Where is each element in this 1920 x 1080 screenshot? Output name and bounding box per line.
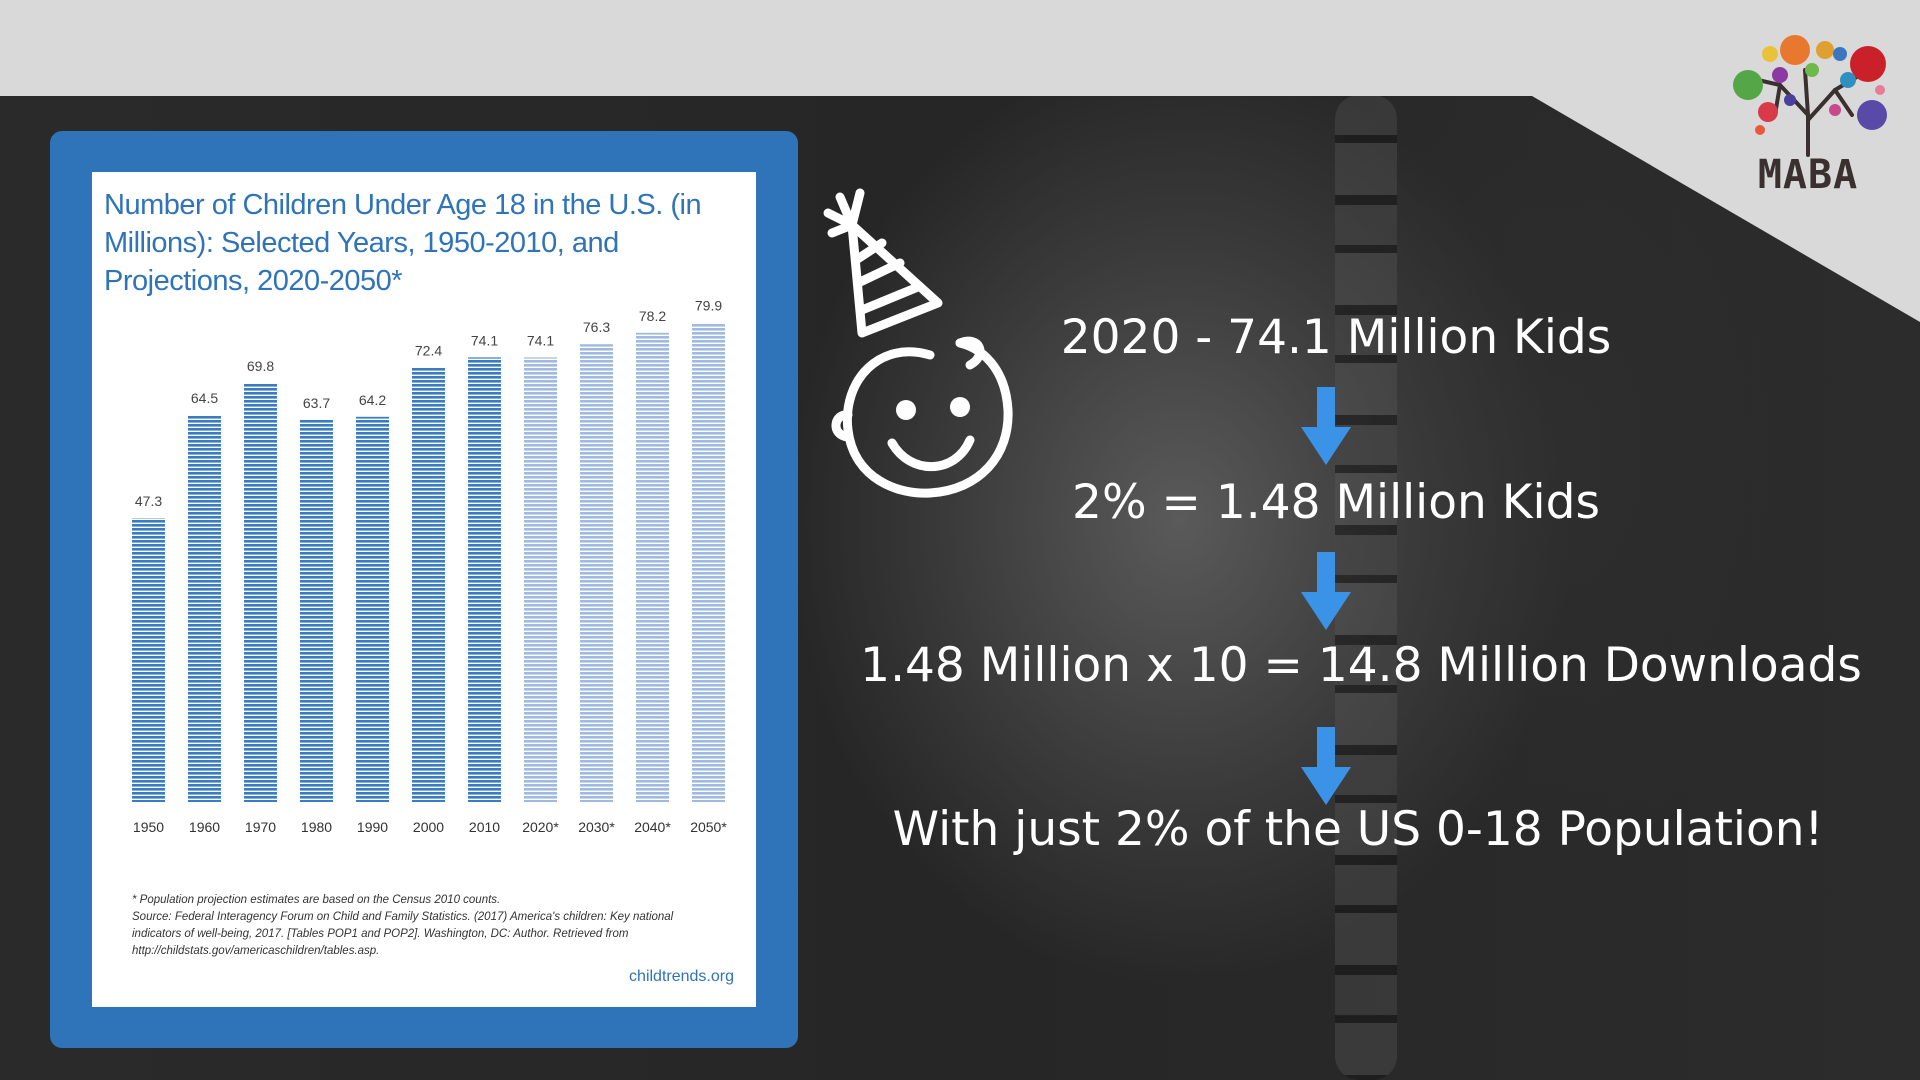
arrow-down-icon — [1301, 552, 1351, 630]
bar-1990 — [356, 416, 389, 802]
statement-two-percent: 2% = 1.48 Million Kids — [1072, 475, 1600, 530]
arrow-down-icon — [1301, 727, 1351, 805]
bar-value-label: 64.5 — [191, 390, 218, 406]
x-tick-label: 2010 — [469, 819, 500, 835]
logo-text: MABA — [1757, 152, 1859, 198]
chart-card: Number of Children Under Age 18 in the U… — [50, 131, 798, 1048]
footnote-line: indicators of well-being, 2017. [Tables … — [132, 928, 629, 940]
x-tick-label: 2030* — [578, 819, 615, 835]
bar-2040-projected — [636, 332, 669, 802]
bar-value-label: 79.9 — [695, 298, 722, 314]
bar-value-label: 76.3 — [583, 319, 610, 335]
bar-value-label: 63.7 — [303, 395, 330, 411]
maba-logo: MABA — [1720, 30, 1896, 200]
arrow-down-icon — [1301, 387, 1351, 465]
bar-value-label: 69.8 — [247, 358, 274, 374]
bar-1980 — [300, 419, 333, 802]
bar-2030-projected — [580, 344, 613, 802]
chart-panel: Number of Children Under Age 18 in the U… — [92, 172, 756, 1007]
bar-1950 — [132, 518, 165, 802]
bar-1970 — [244, 383, 277, 802]
bar-value-label: 78.2 — [639, 308, 666, 324]
bar-value-label: 64.2 — [359, 392, 386, 408]
baby-face-party-hat-icon — [823, 188, 1013, 498]
footnote-line: * Population projection estimates are ba… — [132, 894, 501, 906]
footnote-line: Source: Federal Interagency Forum on Chi… — [132, 911, 674, 923]
bar-value-label: 74.1 — [471, 332, 498, 348]
x-tick-label: 2000 — [413, 819, 444, 835]
x-tick-label: 1990 — [357, 819, 388, 835]
bar-value-label: 72.4 — [415, 343, 442, 359]
footnote-line: http://childstats.gov/americaschildren/t… — [132, 945, 380, 957]
x-tick-label: 2020* — [522, 819, 559, 835]
bar-value-label: 74.1 — [527, 332, 554, 348]
top-band — [0, 0, 1920, 96]
background-chain — [1335, 95, 1397, 1080]
bar-value-label: 47.3 — [135, 493, 162, 509]
x-tick-label: 2050* — [690, 819, 727, 835]
statement-downloads: 1.48 Million x 10 = 14.8 Million Downloa… — [860, 638, 1862, 693]
chart-footnote: * Population projection estimates are ba… — [132, 892, 742, 960]
statement-total-kids: 2020 - 74.1 Million Kids — [1060, 310, 1612, 365]
bar-2050-projected — [692, 322, 725, 802]
statement-population: With just 2% of the US 0-18 Population! — [892, 802, 1824, 857]
x-tick-label: 1970 — [245, 819, 276, 835]
x-tick-label: 1960 — [189, 819, 220, 835]
value-labels-group: 47.3 64.5 69.8 63.7 64.2 72.4 74.1 74.1 76.3 78.2… — [135, 298, 722, 510]
bars-group — [132, 322, 725, 802]
logo-tree-icon — [1733, 35, 1887, 157]
bar-2020-projected — [524, 357, 557, 802]
bar-2000 — [412, 367, 445, 802]
bar-1960 — [188, 415, 221, 802]
x-tick-label: 1950 — [133, 819, 164, 835]
x-tick-label: 1980 — [301, 819, 332, 835]
x-tick-label: 2040* — [634, 819, 671, 835]
bar-2010 — [468, 357, 501, 802]
childtrends-brand: childtrends.org — [629, 968, 734, 985]
chart-title: Number of Children Under Age 18 in the U… — [104, 189, 702, 297]
bar-chart: 47.3 64.5 69.8 63.7 64.2 72.4 74.1 74.1 76.3 78.2… — [132, 298, 727, 835]
x-tick-labels-group: 1950 1960 1970 1980 1990 2000 2010 2020* 2030* 20… — [133, 819, 727, 835]
